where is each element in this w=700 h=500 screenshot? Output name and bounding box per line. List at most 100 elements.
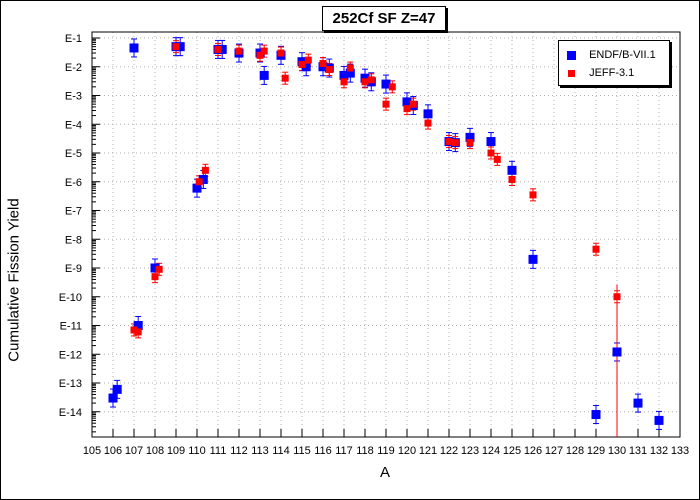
data-point-jeff [424,119,432,127]
x-tick-label: 131 [629,445,647,457]
x-tick-label: 123 [461,445,479,457]
x-tick-label: 118 [356,445,374,457]
data-point-jeff [451,139,459,147]
x-tick-label: 132 [650,445,668,457]
data-point-jeff [172,43,180,51]
data-point-jeff [155,265,163,273]
data-point-jeff [130,326,138,334]
y-tick-label: E-1 [65,33,82,45]
y-tick-label: E-10 [59,292,82,304]
tick-label-layer: E-1 E-2 E-3 E-4 E-5 E-6 E-7 E-8 E-9 E-10 E-11 E-12 E… [59,33,689,457]
x-tick-label: 116 [314,445,332,457]
x-tick-label: 115 [293,445,311,457]
data-point-jeff [388,83,396,91]
legend-swatch-jeff [568,69,575,77]
x-tick-label: 112 [230,445,248,457]
data-point-jeff [235,47,243,55]
data-point-endf [654,415,664,425]
x-tick-label: 124 [482,445,500,457]
y-tick-label: E-6 [65,177,82,189]
data-point-jeff [403,105,411,113]
data-point-jeff [613,293,621,301]
data-point-endf [259,70,269,80]
x-tick-label: 126 [524,445,542,457]
x-tick-label: 108 [146,445,164,457]
data-point-jeff [319,59,327,67]
x-tick-label: 125 [503,445,521,457]
data-point-endf [198,174,208,184]
legend-item-endf: ENDF/B-VII.1 [567,48,656,62]
data-point-endf [528,254,538,264]
data-point-endf [339,70,349,80]
x-tick-label: 114 [272,445,290,457]
y-tick-label: E-14 [59,407,82,419]
data-point-jeff [298,60,306,68]
x-tick-label: 109 [167,445,185,457]
x-tick-label: 106 [104,445,122,457]
data-point-endf [486,137,496,147]
x-tick-label: 117 [335,445,353,457]
x-axis-label: A [379,464,390,481]
data-point-endf [612,347,622,357]
y-tick-label: E-9 [65,263,82,275]
legend: ENDF/B-VII.1 JEFF-3.1 [558,40,670,86]
data-point-endf [217,44,227,54]
x-tick-label: 129 [587,445,605,457]
legend-label-endf: ENDF/B-VII.1 [589,49,656,62]
y-tick-label: E-8 [65,234,82,246]
data-point-endf [423,109,433,119]
data-point-jeff [340,78,348,86]
y-axis-label: Cumulative Fission Yield [5,198,23,362]
data-point-endf [465,132,475,142]
data-point-jeff [493,155,501,163]
x-tick-label: 113 [251,445,269,457]
y-tick-label: E-3 [65,91,82,103]
data-point-jeff [361,78,369,86]
axis-layer [91,31,681,438]
data-point-jeff [592,245,600,253]
data-point-endf [345,68,355,78]
x-tick-label: 121 [419,445,437,457]
data-point-endf [591,410,601,420]
y-tick-label: E-5 [65,148,82,160]
data-point-jeff [134,328,142,336]
data-point-jeff [325,66,333,74]
data-point-endf [129,43,139,53]
data-point-jeff [304,56,312,64]
x-tick-label: 130 [608,445,626,457]
data-point-endf [112,384,122,394]
data-point-jeff [151,273,159,281]
x-tick-label: 122 [440,445,458,457]
data-point-jeff [529,191,537,199]
x-tick-label: 110 [188,445,206,457]
chart-title: 252Cf SF Z=47 [322,6,446,31]
data-point-endf [360,73,370,83]
data-point-endf [402,97,412,107]
data-point-jeff [201,166,209,174]
data-point-endf [301,62,311,72]
data-point-jeff [409,100,417,108]
legend-swatch-endf [567,50,576,60]
data-point-jeff [445,138,453,146]
data-point-jeff [367,76,375,84]
x-tick-label: 119 [377,445,395,457]
data-point-endf [150,263,160,273]
data-point-endf [507,165,517,175]
x-tick-label: 127 [545,445,563,457]
data-point-endf [175,42,185,52]
data-point-jeff [260,47,268,55]
data-point-jeff [277,49,285,57]
y-tick-label: E-2 [65,62,82,74]
x-tick-label: 133 [671,445,689,457]
x-tick-label: 111 [210,445,227,457]
error-bar-layer [110,37,662,437]
data-point-jeff [346,64,354,72]
legend-item-jeff: JEFF-3.1 [567,66,634,80]
data-point-endf [633,398,643,408]
data-point-endf [133,321,143,330]
y-tick-label: E-12 [59,349,82,361]
data-point-endf [108,393,118,403]
data-point-jeff [281,74,289,82]
y-tick-label: E-11 [60,321,82,333]
